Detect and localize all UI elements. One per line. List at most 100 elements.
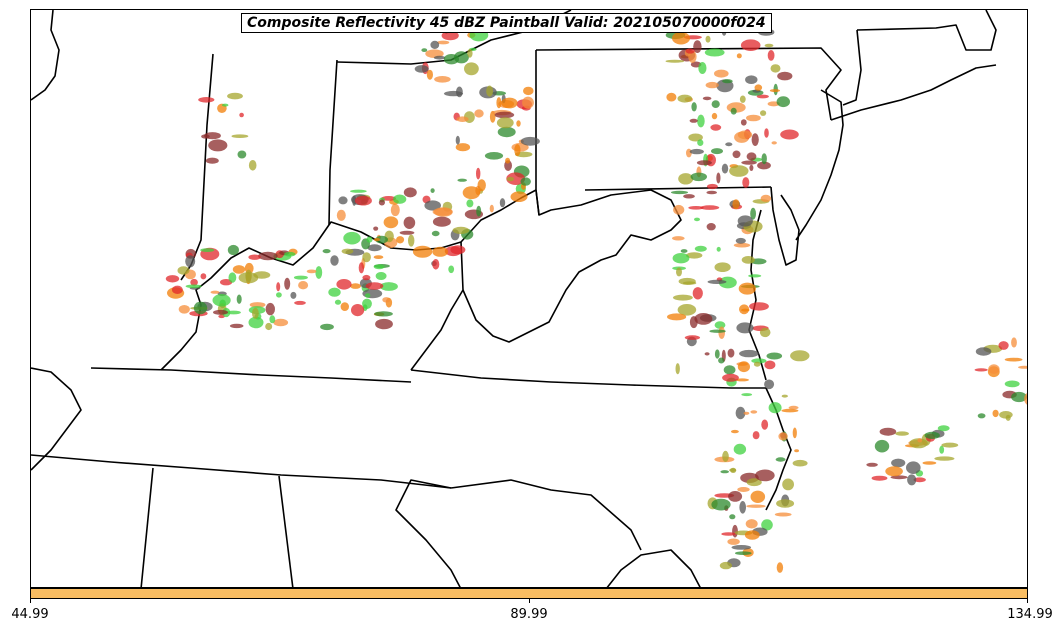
reflectivity-blob (731, 545, 752, 550)
reflectivity-blob (722, 450, 729, 462)
reflectivity-blob (434, 76, 451, 83)
reflectivity-blob (761, 419, 769, 430)
reflectivity-blob (238, 272, 259, 284)
reflectivity-blob (236, 294, 242, 304)
reflectivity-blob (895, 431, 909, 436)
map-canvas (31, 10, 1027, 587)
reflectivity-blob (744, 530, 760, 540)
reflectivity-blob (941, 442, 959, 448)
reflectivity-blob (351, 304, 365, 317)
reflectivity-blob (200, 248, 215, 253)
reflectivity-blob (998, 341, 1009, 350)
reflectivity-blob (284, 251, 296, 257)
reflectivity-blob (716, 246, 721, 252)
reflectivity-blob (764, 43, 774, 48)
colorbar-tick-min (30, 599, 31, 603)
reflectivity-blob (501, 97, 518, 109)
reflectivity-blob (248, 160, 257, 171)
reflectivity-blob (680, 249, 688, 253)
reflectivity-blob (516, 120, 521, 127)
reflectivity-blob (725, 142, 733, 147)
reflectivity-blob (443, 54, 459, 65)
reflectivity-blob (373, 238, 380, 242)
reflectivity-blob (340, 302, 349, 311)
reflectivity-blob (322, 249, 331, 254)
reflectivity-blob (731, 429, 739, 434)
reflectivity-blob (412, 245, 433, 258)
reflectivity-blob (711, 100, 720, 108)
reflectivity-blob (408, 234, 415, 247)
reflectivity-blob (735, 378, 749, 382)
reflectivity-blob (231, 134, 249, 138)
reflectivity-blob (737, 361, 751, 373)
reflectivity-blob (792, 459, 808, 467)
reflectivity-blob (396, 236, 405, 244)
north-carolina-south-border (450, 479, 642, 551)
reflectivity-blob (751, 358, 767, 364)
reflectivity-blob (457, 178, 468, 182)
reflectivity-blob (777, 71, 793, 81)
reflectivity-blob (974, 368, 988, 372)
georgia-coast (606, 549, 701, 587)
reflectivity-blob (684, 335, 701, 340)
reflectivity-blob (374, 311, 393, 317)
reflectivity-blob (740, 119, 747, 126)
reflectivity-blob (739, 95, 746, 103)
reflectivity-blob (185, 255, 196, 268)
reflectivity-blob (729, 468, 737, 472)
reflectivity-blob (522, 96, 534, 109)
reflectivity-blob (722, 79, 733, 84)
reflectivity-blob (484, 152, 504, 160)
reflectivity-blob (781, 408, 799, 413)
reflectivity-blob (750, 410, 758, 414)
reflectivity-blob (746, 114, 761, 122)
reflectivity-blob (205, 157, 219, 164)
reflectivity-blob (907, 474, 917, 486)
reflectivity-blob (790, 350, 810, 362)
reflectivity-blob (269, 315, 276, 324)
reflectivity-blob (755, 469, 775, 482)
reflectivity-blob (906, 461, 921, 475)
reflectivity-blob (432, 259, 440, 270)
reflectivity-blob (737, 130, 753, 140)
delmarva (770, 186, 800, 266)
reflectivity-blob (514, 144, 521, 157)
reflectivity-blob (782, 478, 794, 491)
reflectivity-blob (697, 114, 705, 128)
reflectivity-blob (399, 230, 415, 235)
reflectivity-blob (448, 265, 455, 274)
reflectivity-blob (177, 266, 190, 275)
reflectivity-blob (769, 89, 781, 93)
reflectivity-blob (497, 126, 516, 138)
reflectivity-blob (702, 96, 712, 101)
reflectivity-blob (354, 195, 372, 206)
reflectivity-blob (752, 431, 760, 440)
reflectivity-blob (365, 293, 371, 298)
reflectivity-blob (700, 205, 720, 210)
reflectivity-blob (336, 279, 352, 290)
ohio-river (160, 189, 537, 371)
reflectivity-blob (430, 188, 435, 194)
reflectivity-blob (432, 216, 451, 227)
reflectivity-blob (320, 323, 334, 331)
reflectivity-blob (727, 348, 735, 358)
reflectivity-blob (190, 278, 198, 286)
west-virginia-border (462, 189, 682, 343)
reflectivity-blob (890, 475, 908, 480)
kentucky-tennessee-border (90, 367, 412, 383)
reflectivity-blob (794, 449, 799, 453)
reflectivity-blob (977, 413, 986, 419)
colorbar (30, 588, 1028, 599)
reflectivity-blob (378, 199, 385, 206)
colorbar-tick-mid (529, 599, 530, 603)
reflectivity-blob (379, 282, 398, 291)
reflectivity-blob (992, 409, 999, 418)
reflectivity-blob (315, 266, 323, 279)
reflectivity-blob (736, 322, 754, 334)
reflectivity-blob (178, 305, 190, 314)
reflectivity-blob (667, 313, 687, 321)
reflectivity-blob (444, 246, 462, 257)
reflectivity-blob (673, 204, 685, 215)
illinois-indiana-border (180, 53, 214, 281)
reflectivity-blob (265, 302, 275, 316)
